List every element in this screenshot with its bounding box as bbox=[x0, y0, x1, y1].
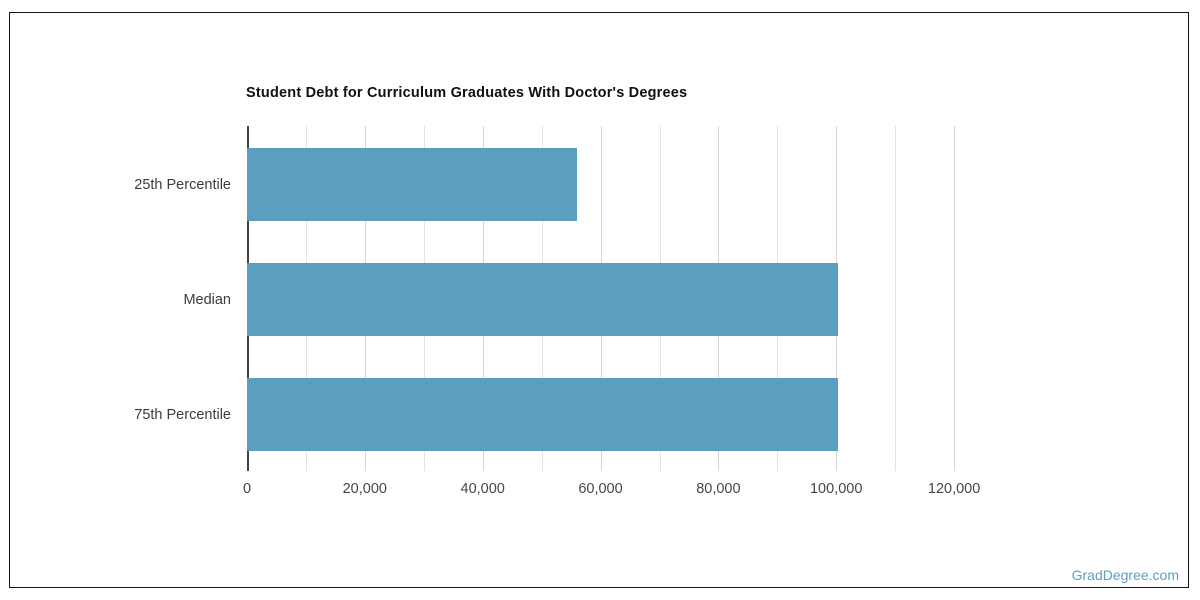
bar-75th-percentile bbox=[247, 378, 838, 451]
bar-25th-percentile bbox=[247, 148, 577, 221]
x-tick-label: 0 bbox=[242, 481, 252, 497]
bar-median bbox=[247, 263, 838, 336]
chart-title: Student Debt for Curriculum Graduates Wi… bbox=[246, 85, 688, 101]
plot-area bbox=[247, 126, 1013, 471]
x-tick-label: 60,000 bbox=[578, 481, 623, 497]
x-tick-label: 20,000 bbox=[342, 481, 387, 497]
gridline bbox=[895, 126, 897, 471]
category-label: Median bbox=[183, 291, 231, 308]
x-tick-label: 100,000 bbox=[809, 481, 863, 497]
chart-frame: Student Debt for Curriculum Graduates Wi… bbox=[9, 12, 1189, 588]
x-tick-label: 120,000 bbox=[927, 481, 981, 497]
gridline bbox=[954, 126, 956, 471]
x-tick-label: 80,000 bbox=[696, 481, 741, 497]
watermark-link[interactable]: GradDegree.com bbox=[1071, 567, 1179, 583]
category-label: 25th Percentile bbox=[134, 176, 231, 193]
category-label: 75th Percentile bbox=[134, 406, 231, 423]
x-tick-label: 40,000 bbox=[460, 481, 505, 497]
